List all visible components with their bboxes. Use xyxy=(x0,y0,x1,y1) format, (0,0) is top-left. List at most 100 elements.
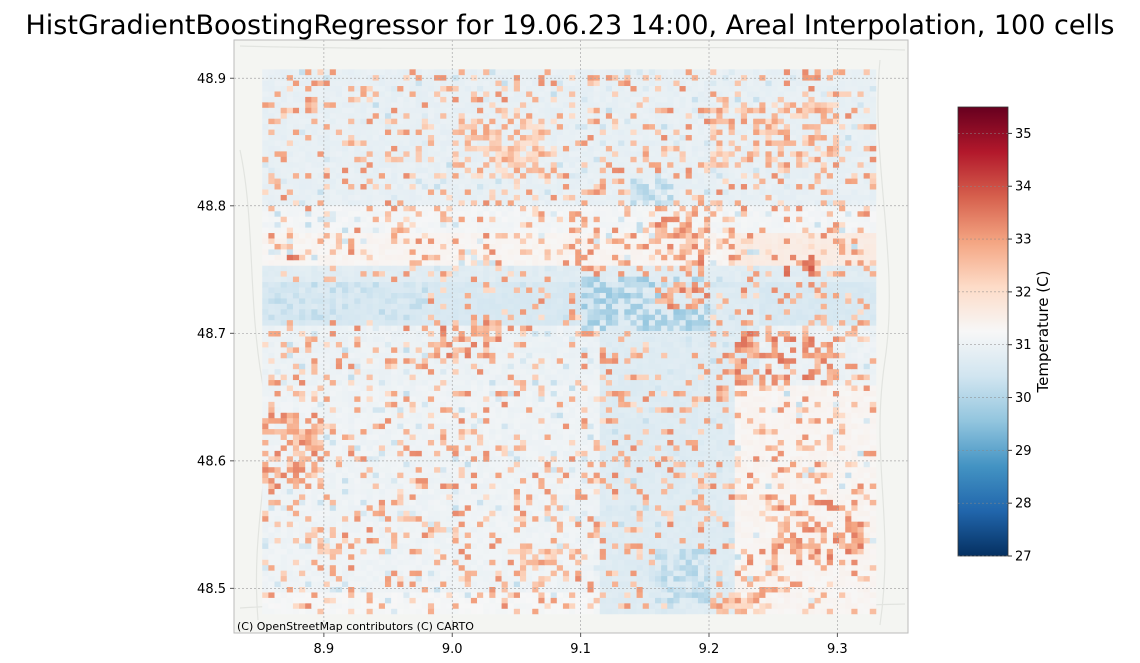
heatmap-cell xyxy=(605,575,613,582)
heatmap-cell xyxy=(421,483,429,489)
heatmap-cell xyxy=(759,592,766,598)
heatmap-cell xyxy=(292,357,300,364)
heatmap-cell xyxy=(311,401,318,408)
heatmap-cell xyxy=(317,608,324,615)
heatmap-cell xyxy=(286,466,294,473)
heatmap-cell xyxy=(440,472,447,479)
heatmap-cell xyxy=(544,510,552,517)
heatmap-cell xyxy=(446,455,453,462)
heatmap-cell xyxy=(483,357,490,364)
heatmap-cell xyxy=(863,396,871,402)
heatmap-cell xyxy=(317,504,324,511)
heatmap-cell xyxy=(446,499,453,506)
heatmap-cell xyxy=(329,439,337,446)
heatmap-cell xyxy=(384,428,392,435)
heatmap-cell xyxy=(532,477,539,484)
heatmap-cell xyxy=(851,455,858,462)
heatmap-cell xyxy=(673,570,680,577)
heatmap-cell xyxy=(642,439,650,446)
heatmap-cell xyxy=(470,466,478,473)
heatmap-cell xyxy=(593,363,601,370)
heatmap-cell xyxy=(654,434,662,440)
heatmap-cell xyxy=(501,401,509,408)
heatmap-cell xyxy=(556,477,564,484)
heatmap-cell xyxy=(857,602,864,609)
heatmap-cell xyxy=(458,548,466,555)
heatmap-cell xyxy=(495,434,502,440)
heatmap-cell xyxy=(796,472,803,479)
heatmap-cell xyxy=(691,428,699,435)
heatmap-cell xyxy=(642,586,650,593)
heatmap-cell xyxy=(532,461,539,468)
heatmap-cell xyxy=(526,608,533,615)
heatmap-cell xyxy=(513,477,521,484)
heatmap-cell xyxy=(569,548,576,555)
heatmap-cell xyxy=(446,461,453,468)
heatmap-cell xyxy=(599,515,607,522)
heatmap-cell xyxy=(851,434,858,440)
heatmap-cell xyxy=(612,592,619,598)
heatmap-cell xyxy=(550,385,558,391)
heatmap-cell xyxy=(305,515,312,522)
heatmap-cell xyxy=(863,488,871,495)
heatmap-cell xyxy=(452,347,459,353)
heatmap-cell xyxy=(605,368,613,375)
heatmap-cell xyxy=(759,434,766,440)
heatmap-cell xyxy=(624,385,631,391)
heatmap-cell xyxy=(360,488,367,495)
heatmap-cell xyxy=(384,543,392,549)
heatmap-cell xyxy=(808,608,815,615)
heatmap-cell xyxy=(360,368,367,375)
heatmap-cell xyxy=(427,363,435,370)
heatmap-cell xyxy=(329,553,337,560)
heatmap-cell xyxy=(348,581,355,587)
heatmap-cell xyxy=(354,352,361,359)
heatmap-cell xyxy=(384,504,392,511)
heatmap-cell xyxy=(722,428,729,435)
heatmap-cell xyxy=(618,368,625,375)
heatmap-cells xyxy=(262,69,877,615)
heatmap-cell xyxy=(299,526,306,533)
heatmap-cell xyxy=(507,597,515,604)
heatmap-cell xyxy=(268,608,275,615)
heatmap-cell xyxy=(299,510,306,517)
heatmap-cell xyxy=(360,553,367,560)
heatmap-cell xyxy=(434,368,441,375)
heatmap-cell xyxy=(360,564,367,571)
heatmap-cell xyxy=(783,494,791,500)
heatmap-cell xyxy=(661,412,668,419)
heatmap-cell xyxy=(605,401,613,408)
heatmap-cell xyxy=(317,466,324,473)
heatmap-cell xyxy=(366,559,374,566)
heatmap-cell xyxy=(747,461,754,468)
heatmap-cell xyxy=(820,368,828,375)
heatmap-cell xyxy=(747,352,754,359)
heatmap-cell xyxy=(335,504,343,511)
heatmap-cell xyxy=(587,423,594,430)
heatmap-cell xyxy=(526,543,533,549)
heatmap-cell xyxy=(280,543,288,549)
heatmap-cell xyxy=(544,347,552,353)
heatmap-cell xyxy=(832,532,840,538)
heatmap-cell xyxy=(605,548,613,555)
heatmap-cell xyxy=(863,515,871,522)
heatmap-cell xyxy=(532,347,539,353)
heatmap-cell xyxy=(704,412,711,419)
heatmap-cell xyxy=(513,608,521,615)
heatmap-cell xyxy=(575,602,582,609)
heatmap-cell xyxy=(796,461,803,468)
heatmap-cell xyxy=(519,455,527,462)
heatmap-cell xyxy=(765,401,772,408)
heatmap-cell xyxy=(342,379,349,386)
heatmap-cell xyxy=(538,379,545,386)
heatmap-cell xyxy=(317,559,324,566)
heatmap-cell xyxy=(575,564,582,571)
heatmap-cell xyxy=(863,543,871,549)
heatmap-cell xyxy=(397,450,404,457)
heatmap-cell xyxy=(624,586,631,593)
heatmap-cell xyxy=(612,445,619,451)
heatmap-cell xyxy=(630,592,637,598)
heatmap-cell xyxy=(630,352,637,359)
heatmap-cell xyxy=(851,412,858,419)
heatmap-cell xyxy=(440,390,447,397)
